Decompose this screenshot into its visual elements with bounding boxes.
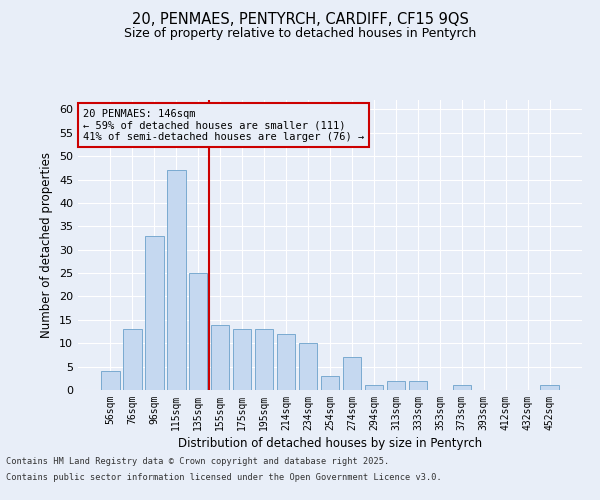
Bar (123, 329, 142, 390)
Bar (145, 236, 164, 390)
Bar (299, 343, 317, 390)
Text: Contains public sector information licensed under the Open Government Licence v3: Contains public sector information licen… (6, 472, 442, 482)
Bar (452, 386, 471, 390)
Y-axis label: Number of detached properties: Number of detached properties (40, 152, 53, 338)
Bar (277, 334, 295, 390)
Text: Contains HM Land Registry data © Crown copyright and database right 2025.: Contains HM Land Registry data © Crown c… (6, 458, 389, 466)
Text: Size of property relative to detached houses in Pentyrch: Size of property relative to detached ho… (124, 28, 476, 40)
Bar (320, 376, 340, 390)
Text: 20 PENMAES: 146sqm
← 59% of detached houses are smaller (111)
41% of semi-detach: 20 PENMAES: 146sqm ← 59% of detached hou… (83, 108, 364, 142)
X-axis label: Distribution of detached houses by size in Pentyrch: Distribution of detached houses by size … (178, 437, 482, 450)
Bar (167, 170, 185, 390)
Bar (343, 358, 361, 390)
Bar (233, 329, 251, 390)
Bar (409, 380, 427, 390)
Bar (189, 273, 208, 390)
Bar (386, 380, 405, 390)
Bar (365, 386, 383, 390)
Bar (255, 329, 274, 390)
Bar (101, 372, 119, 390)
Bar (211, 324, 229, 390)
Text: 20, PENMAES, PENTYRCH, CARDIFF, CF15 9QS: 20, PENMAES, PENTYRCH, CARDIFF, CF15 9QS (131, 12, 469, 28)
Bar (541, 386, 559, 390)
